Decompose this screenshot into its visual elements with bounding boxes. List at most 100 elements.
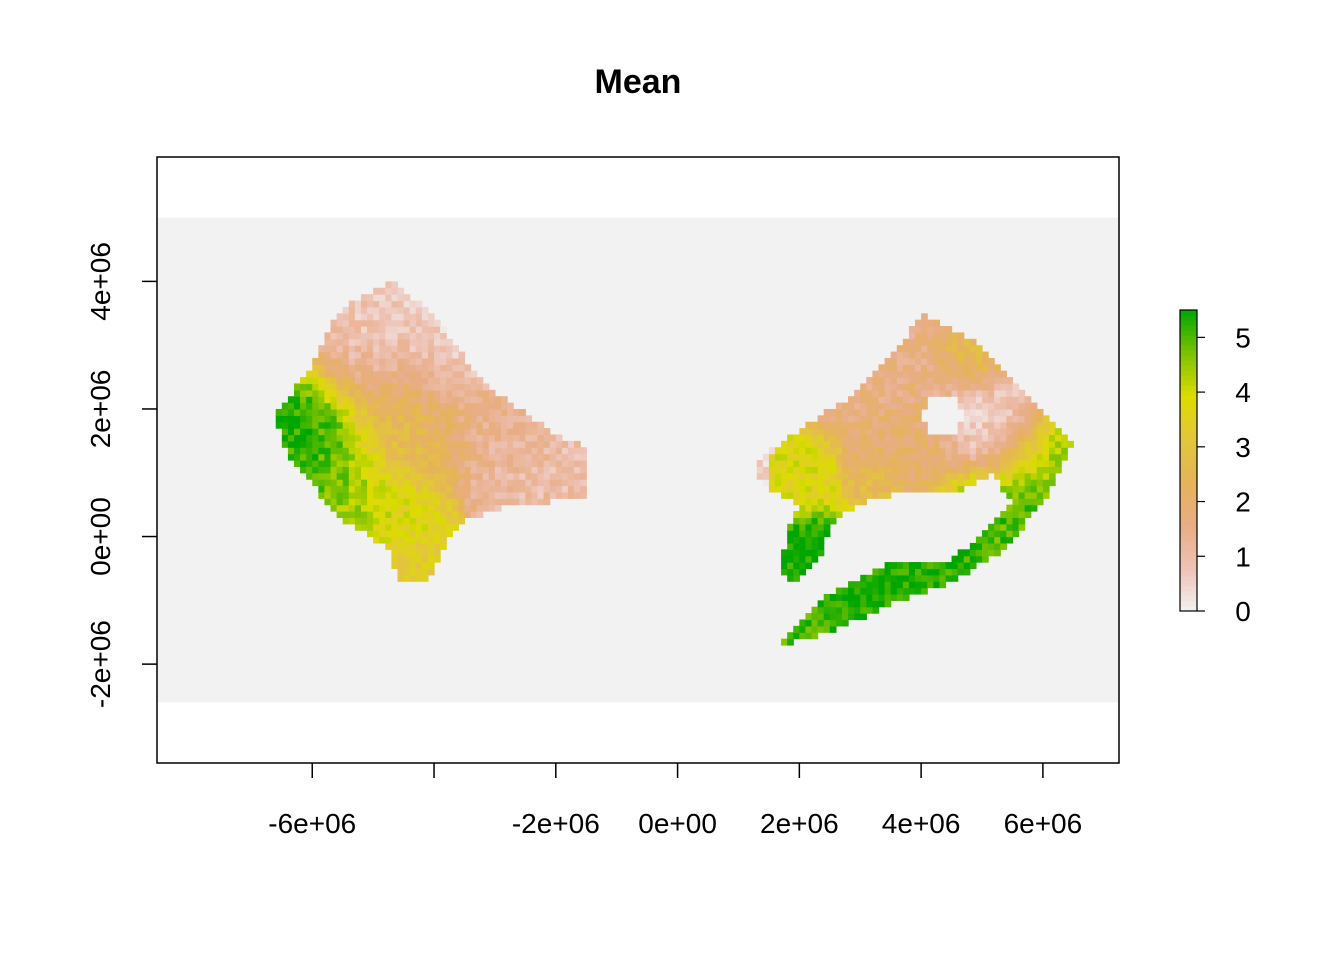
raster-cell-0-200	[342, 504, 350, 512]
raster-cell-0-616	[403, 415, 411, 423]
raster-cell-0-1191	[537, 453, 545, 461]
raster-cell-0-1189	[537, 466, 545, 474]
raster-cell-1-2229	[1000, 402, 1007, 410]
raster-cell-1-1749	[890, 408, 898, 416]
raster-cell-0-855	[440, 485, 447, 493]
raster-cell-0-746	[421, 434, 429, 442]
raster-cell-1-2225	[1000, 428, 1007, 436]
raster-cell-0-375	[367, 306, 374, 314]
raster-cell-1-1703	[884, 593, 892, 601]
raster-cell-0-949	[458, 466, 466, 474]
raster-cell-0-612	[403, 440, 411, 448]
raster-cell-0-20	[293, 460, 301, 467]
raster-cell-1-1786	[896, 351, 904, 359]
raster-cell-0-237	[348, 485, 356, 493]
raster-cell-0-485	[385, 370, 393, 378]
raster-cell-1-2143	[982, 472, 989, 480]
legend-swatch-15	[1180, 530, 1197, 537]
raster-cell-0-294	[354, 351, 362, 359]
raster-cell-1-1831	[908, 434, 916, 442]
raster-cell-0-468	[385, 479, 393, 487]
raster-cell-0-775	[427, 517, 435, 525]
raster-cell-0-1229	[561, 491, 569, 499]
raster-cell-0-719	[415, 326, 423, 334]
raster-cell-0-324	[360, 389, 368, 397]
raster-cell-1-1754	[890, 377, 898, 385]
raster-cell-1-1750	[890, 402, 898, 410]
raster-cell-0-685	[415, 542, 423, 550]
raster-cell-0-754	[421, 383, 429, 391]
raster-cell-0-588	[397, 300, 405, 308]
raster-cell-1-1802	[902, 434, 910, 442]
raster-cell-1-1697	[878, 389, 886, 397]
raster-cell-0-618	[403, 402, 411, 410]
raster-cell-1-1479	[829, 619, 837, 627]
raster-cell-0-332	[360, 338, 368, 346]
raster-cell-0-369	[367, 345, 374, 353]
raster-cell-1-1592	[854, 415, 861, 423]
raster-cell-1-2184	[988, 364, 995, 372]
raster-cell-1-1487	[829, 498, 837, 506]
raster-cell-1-1623	[866, 606, 874, 614]
raster-cell-0-535	[391, 338, 399, 346]
raster-cell-0-473	[385, 447, 393, 455]
raster-cell-1-1439	[817, 491, 825, 499]
raster-cell-1-1740	[890, 466, 898, 474]
raster-cell-0-811	[434, 536, 441, 544]
raster-cell-0-921	[452, 466, 459, 474]
raster-cell-1-1582	[854, 479, 861, 487]
raster-cell-0-1	[275, 415, 283, 423]
raster-cell-1-2137	[975, 345, 983, 353]
raster-cell-1-2269	[1012, 472, 1020, 480]
raster-cell-0-990	[464, 370, 472, 378]
raster-cell-0-741	[421, 466, 429, 474]
raster-cell-1-1950	[933, 389, 940, 397]
raster-cell-0-604	[403, 491, 411, 499]
raster-cell-0-1127	[513, 498, 520, 506]
raster-cell-0-356	[367, 428, 374, 436]
legend-swatch-54	[1180, 335, 1197, 341]
raster-cell-0-934	[452, 383, 459, 391]
raster-cell-1-2374	[1048, 453, 1056, 461]
raster-cell-1-1437	[817, 504, 825, 512]
raster-cell-1-2037	[957, 479, 965, 487]
raster-cell-0-1052	[482, 408, 490, 416]
raster-cell-0-1043	[482, 466, 490, 474]
raster-cell-0-446	[379, 357, 386, 365]
raster-cell-0-379	[373, 530, 380, 538]
raster-cell-1-2211	[1000, 536, 1007, 544]
raster-cell-0-57	[306, 415, 313, 423]
raster-cell-0-115	[324, 460, 332, 467]
legend-swatch-43	[1180, 390, 1197, 396]
raster-cell-1-1991	[945, 472, 953, 480]
raster-cell-0-418	[379, 536, 386, 544]
raster-cell-1-2089	[969, 542, 977, 550]
raster-cell-1-2148	[982, 440, 989, 448]
raster-cell-0-151	[330, 408, 338, 416]
raster-cell-0-912	[452, 523, 459, 531]
raster-cell-0-940	[452, 345, 459, 353]
legend-swatch-11	[1180, 550, 1197, 557]
raster-cell-0-409	[373, 338, 380, 346]
raster-cell-1-1518	[835, 447, 843, 455]
raster-cell-0-677	[409, 313, 417, 321]
raster-cell-1-1717	[884, 440, 892, 448]
raster-cell-1-2165	[988, 536, 995, 544]
raster-cell-0-640	[409, 549, 417, 557]
raster-cell-1-1513	[835, 479, 843, 487]
raster-cell-1-2268	[1012, 479, 1020, 487]
raster-cell-0-653	[409, 466, 417, 474]
raster-cell-1-2283	[1012, 383, 1020, 391]
raster-cell-1-2091	[969, 472, 977, 480]
raster-cell-1-2345	[1036, 479, 1044, 487]
raster-cell-1-2217	[1000, 479, 1007, 487]
raster-cell-1-1509	[835, 504, 843, 512]
raster-cell-0-1068	[488, 434, 496, 442]
raster-cell-1-1682	[878, 485, 886, 493]
raster-cell-1-2264	[1012, 504, 1020, 512]
raster-cell-0-1059	[488, 491, 496, 499]
raster-cell-0-637	[409, 568, 417, 576]
raster-cell-0-901	[446, 402, 453, 410]
raster-cell-1-1362	[799, 479, 807, 487]
raster-cell-1-1649	[872, 600, 880, 608]
